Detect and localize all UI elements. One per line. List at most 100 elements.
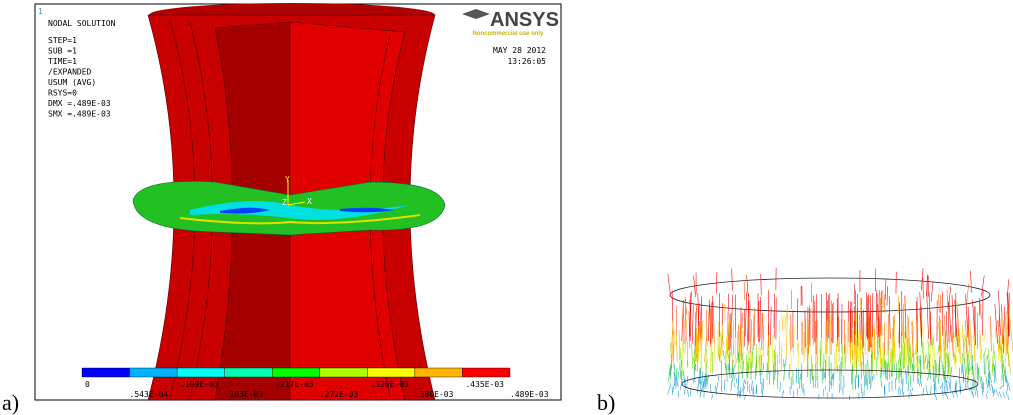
legend-label: .326E-03 xyxy=(370,380,409,389)
arrow xyxy=(760,301,761,342)
arrow xyxy=(946,352,947,373)
info-line: USUM (AVG) xyxy=(48,78,96,87)
arrow xyxy=(683,371,684,385)
arrow xyxy=(881,375,882,388)
bottom-ring xyxy=(682,370,978,398)
arrow xyxy=(747,316,748,351)
arrow xyxy=(914,354,915,375)
arrow xyxy=(678,372,679,386)
arrow xyxy=(1000,386,1003,390)
arrow xyxy=(899,368,900,383)
arrow xyxy=(926,385,928,394)
arrow xyxy=(801,374,802,380)
arrow xyxy=(911,355,912,364)
arrow xyxy=(906,339,907,365)
legend-cell xyxy=(177,368,225,377)
arrow xyxy=(780,382,781,392)
arrow xyxy=(887,286,888,306)
arrow xyxy=(744,379,745,384)
arrow xyxy=(728,349,729,359)
arrow xyxy=(931,386,932,395)
arrow xyxy=(682,300,684,341)
arrow xyxy=(1005,337,1006,364)
arrow xyxy=(877,321,878,354)
arrow xyxy=(758,301,759,342)
arrow xyxy=(912,388,913,391)
arrow xyxy=(986,377,988,389)
arrow xyxy=(918,379,919,384)
arrow xyxy=(786,328,787,358)
arrow xyxy=(985,357,986,376)
arrow xyxy=(939,294,940,312)
arrow xyxy=(724,380,725,391)
arrow xyxy=(967,376,968,388)
arrow xyxy=(942,391,943,398)
arrow xyxy=(770,306,771,345)
arrow xyxy=(878,294,879,338)
arrow xyxy=(932,337,933,348)
arrow xyxy=(794,325,795,356)
arrow xyxy=(728,363,729,370)
arrow xyxy=(710,384,711,393)
figure: 1NODAL SOLUTIONSTEP=1SUB =1TIME=1/EXPAND… xyxy=(0,0,1013,415)
arrow xyxy=(668,387,670,395)
arrow xyxy=(740,387,741,395)
legend-cell xyxy=(367,368,415,377)
panel-label: a) xyxy=(2,390,19,415)
arrow xyxy=(777,385,778,389)
triad-label: X xyxy=(307,197,312,206)
triad-label: Y xyxy=(285,175,290,184)
arrow xyxy=(687,376,688,388)
arrow xyxy=(964,358,965,377)
legend-label: .543E-04 xyxy=(130,390,169,399)
arrow xyxy=(899,386,900,394)
time: 13:26:05 xyxy=(507,57,546,66)
arrow xyxy=(881,291,882,336)
arrow xyxy=(975,387,976,395)
arrow xyxy=(702,372,703,386)
arrow xyxy=(894,364,895,371)
arrow xyxy=(769,370,770,384)
info-line: RSYS=0 xyxy=(48,89,77,98)
arrow xyxy=(979,336,981,364)
arrow xyxy=(929,354,930,375)
legend-cell xyxy=(415,368,463,377)
arrow xyxy=(987,393,988,399)
legend-cell xyxy=(130,368,178,377)
arrow xyxy=(747,381,748,392)
legend-label: .163E-03 xyxy=(225,390,264,399)
arrow xyxy=(935,395,937,400)
legend-cell xyxy=(225,368,273,377)
arrow xyxy=(946,311,947,348)
logo-text: ANSYS xyxy=(490,9,559,31)
legend-label: .217E-03 xyxy=(275,380,314,389)
arrow xyxy=(935,382,936,392)
arrow xyxy=(688,390,689,397)
legend-label: .489E-03 xyxy=(510,390,549,399)
arrow xyxy=(887,323,888,355)
arrow xyxy=(876,290,877,335)
arrow xyxy=(977,391,978,398)
arrow xyxy=(906,369,907,384)
arrow xyxy=(910,389,911,396)
info-line: DMX =.489E-03 xyxy=(48,99,111,108)
arrow xyxy=(984,330,987,343)
arrow xyxy=(745,292,747,336)
window-number: 1 xyxy=(38,7,43,16)
arrow xyxy=(712,394,713,399)
cylinder xyxy=(133,3,445,400)
arrow xyxy=(732,269,733,291)
arrow xyxy=(962,353,963,374)
arrow xyxy=(984,354,985,375)
arrow xyxy=(731,381,732,392)
arrow xyxy=(957,302,958,319)
arrow xyxy=(938,346,939,356)
arrow xyxy=(734,383,735,387)
arrow xyxy=(889,296,890,339)
arrow xyxy=(910,375,911,388)
info-line: SMX =.489E-03 xyxy=(48,110,111,119)
arrow xyxy=(970,317,972,352)
date: MAY 28 2012 xyxy=(493,46,546,55)
arrow xyxy=(970,271,971,293)
arrow xyxy=(1008,395,1009,400)
